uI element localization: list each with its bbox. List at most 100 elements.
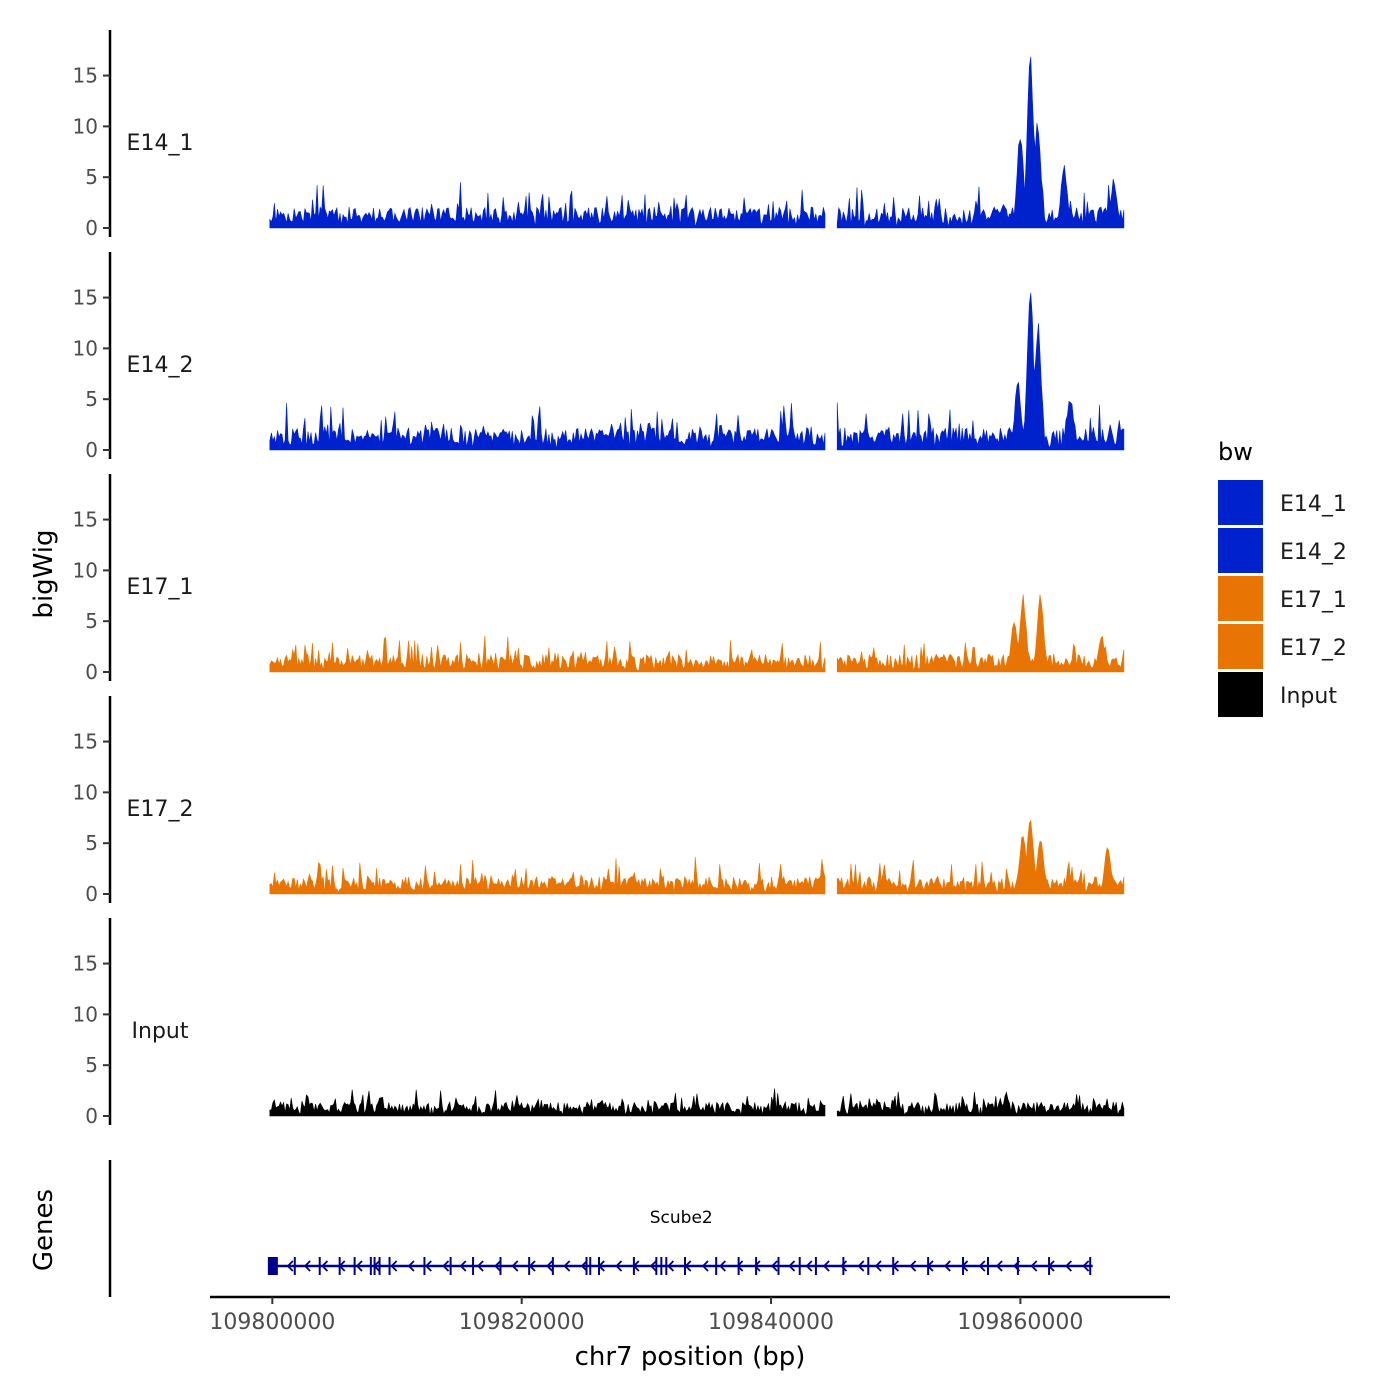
track-label-Input: Input (132, 1019, 189, 1044)
genes-panel: Scube2 (108, 1160, 1093, 1297)
legend-key-E14_1 (1218, 480, 1263, 525)
y-tick-label: 15 (73, 730, 98, 754)
signal-area-E17_2 (836, 819, 1125, 895)
strand-arrow (892, 1260, 899, 1272)
legend-title: bw (1218, 438, 1253, 466)
y-tick-label: 15 (73, 286, 98, 310)
strand-arrow (303, 1260, 311, 1272)
y-tick-label: 0 (85, 1104, 98, 1128)
y-tick-label: 5 (85, 387, 98, 411)
legend-label-E17_1: E17_1 (1280, 588, 1347, 613)
strand-arrow (476, 1260, 484, 1272)
strand-arrow (649, 1260, 657, 1272)
strand-arrow (338, 1260, 346, 1272)
x-tick-label: 109860000 (957, 1310, 1083, 1335)
strand-arrow (459, 1260, 467, 1272)
strand-arrow (390, 1260, 398, 1272)
legend-entry-E14_1: E14_1 (1218, 480, 1347, 525)
strand-arrow (563, 1260, 571, 1272)
strand-arrow (701, 1260, 709, 1272)
legend-key-E17_1 (1218, 576, 1263, 621)
legend-label-Input: Input (1280, 684, 1337, 709)
y-tick-label: 0 (85, 882, 98, 906)
strand-arrow (286, 1260, 294, 1272)
legend-entry-E14_2: E14_2 (1218, 528, 1347, 573)
strand-arrow (355, 1260, 363, 1272)
strand-arrow (1013, 1260, 1021, 1272)
legend-key-Input (1218, 672, 1263, 717)
y-tick-label: 15 (73, 64, 98, 88)
legend-entry-E17_2: E17_2 (1218, 624, 1347, 669)
strand-arrow (857, 1260, 865, 1272)
y-tick-label: 10 (73, 336, 98, 360)
legend-label-E14_1: E14_1 (1280, 492, 1347, 517)
strand-arrow (528, 1260, 536, 1272)
strand-arrow (373, 1260, 380, 1272)
strand-arrow (840, 1260, 848, 1272)
strand-arrow (1065, 1260, 1072, 1272)
strand-arrow (632, 1260, 640, 1272)
strand-arrow (615, 1260, 623, 1272)
signal-area-E14_2 (269, 402, 826, 451)
strand-arrow (770, 1260, 778, 1272)
y-tick-label: 10 (73, 1002, 98, 1026)
strand-arrow (580, 1260, 588, 1272)
y-tick-label: 0 (85, 660, 98, 684)
legend-entry-Input: Input (1218, 672, 1337, 717)
strand-arrow (1082, 1260, 1090, 1272)
strand-arrow (995, 1260, 1003, 1272)
signal-area-E17_1 (269, 635, 826, 673)
y-tick-label: 10 (73, 780, 98, 804)
y-tick-label: 15 (73, 508, 98, 532)
strand-arrow (407, 1260, 415, 1272)
strand-arrow (667, 1260, 675, 1272)
signal-area-E14_1 (269, 182, 826, 229)
x-axis: 109800000 109820000 109840000 109860000 (209, 1295, 1170, 1335)
legend-label-E14_2: E14_2 (1280, 540, 1347, 565)
track-panel-E14_2: 0 5 10 15 E14_2 (73, 252, 1125, 462)
y-tick-label: 5 (85, 609, 98, 633)
strand-arrow (494, 1260, 502, 1272)
strand-arrow (321, 1260, 329, 1272)
strand-arrow (511, 1260, 519, 1272)
track-label-E14_2: E14_2 (127, 353, 194, 378)
y-axis-title: bigWig (29, 529, 59, 618)
signal-area-E17_2 (269, 856, 826, 895)
track-label-E17_2: E17_2 (127, 797, 194, 822)
signal-area-E14_1 (836, 56, 1125, 229)
strand-arrow (926, 1260, 934, 1272)
strand-arrow (1030, 1260, 1038, 1272)
strand-arrow (684, 1260, 692, 1272)
signal-area-E17_1 (836, 594, 1125, 673)
strand-arrow (719, 1260, 726, 1272)
x-tick-label: 109800000 (209, 1310, 335, 1335)
legend: bw E14_1 E14_2 E17_1 E17_2 Input (1218, 438, 1347, 717)
track-label-E17_1: E17_1 (127, 575, 194, 600)
strand-arrow (822, 1260, 830, 1272)
legend-key-E17_2 (1218, 624, 1263, 669)
x-axis-title: chr7 position (bp) (575, 1342, 806, 1372)
gene-Scube2: Scube2 (267, 1208, 1093, 1275)
strand-arrow (424, 1260, 432, 1272)
y-tick-label: 15 (73, 952, 98, 976)
strand-arrow (1047, 1260, 1055, 1272)
track-label-E14_1: E14_1 (127, 131, 194, 156)
track-panel-Input: 0 5 10 15 Input (73, 918, 1125, 1128)
y-tick-label: 5 (85, 1053, 98, 1077)
strand-arrow (546, 1260, 553, 1272)
strand-arrow (597, 1260, 605, 1272)
y-tick-label: 0 (85, 216, 98, 240)
track-panels: 0 5 10 15 E14_1 0 5 10 15 E14_2 0 5 10 15 E17_1 0 5 10 15 E… (73, 30, 1125, 1128)
strand-arrow (788, 1260, 796, 1272)
y-tick-label: 5 (85, 165, 98, 189)
track-panel-E17_1: 0 5 10 15 E17_1 (73, 474, 1125, 684)
y-tick-label: 5 (85, 831, 98, 855)
gene-label-Scube2: Scube2 (650, 1208, 713, 1228)
strand-arrow (943, 1260, 951, 1272)
signal-area-E14_2 (836, 292, 1125, 451)
strand-arrow (753, 1260, 761, 1272)
signal-area-Input (836, 1091, 1125, 1117)
strand-arrow (805, 1260, 813, 1272)
track-panel-E14_1: 0 5 10 15 E14_1 (73, 30, 1125, 240)
genes-axis-title: Genes (29, 1189, 59, 1271)
